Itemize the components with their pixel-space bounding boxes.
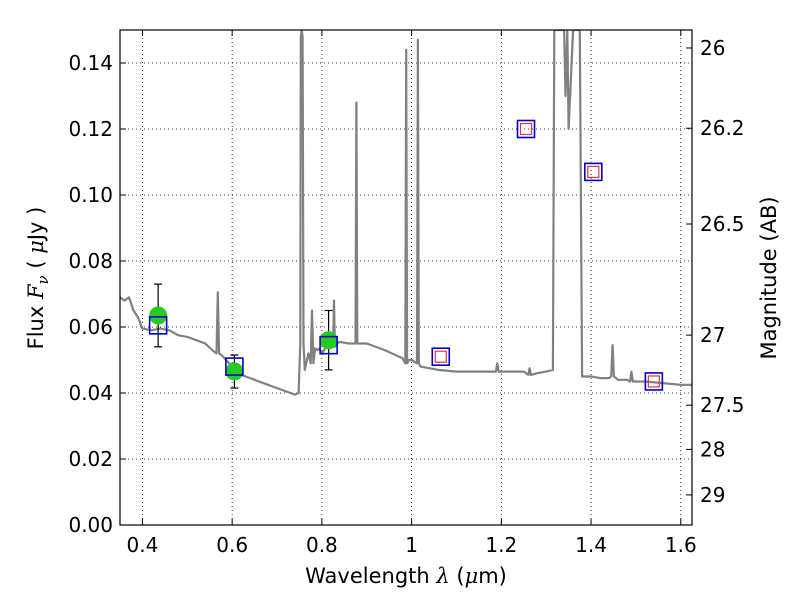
band-flux-inner-square xyxy=(519,122,533,136)
x-tick-label: 0.6 xyxy=(216,533,248,557)
y-tick-label: 0.08 xyxy=(68,249,113,273)
x-axis-title-unit: m) xyxy=(478,564,507,588)
y-tick-label: 0.02 xyxy=(68,447,113,471)
band-flux-square xyxy=(148,316,168,335)
y-tick-label: 0.00 xyxy=(68,513,113,537)
photometry-marker xyxy=(225,362,244,381)
photometry-marker xyxy=(149,306,168,325)
photometry-point xyxy=(225,354,244,389)
y-tick-label: 0.10 xyxy=(68,183,113,207)
x-axis-title-mu: μ xyxy=(465,564,479,588)
x-axis-title: Wavelength λ (μm) xyxy=(305,564,507,588)
y-tick-label: 0.14 xyxy=(68,51,113,75)
y-axis-title-unit: Jy ) xyxy=(24,207,48,243)
x-axis-title-main: Wavelength xyxy=(305,564,436,588)
y-tick-label: 0.12 xyxy=(68,117,113,141)
band-flux-square xyxy=(319,335,338,355)
x-tick-label: 1.6 xyxy=(665,533,697,557)
y2-tick-label: 27.5 xyxy=(700,393,745,417)
y-axis-title: Flux Fν ( μJy ) xyxy=(24,207,52,350)
y2-tick-label: 29 xyxy=(700,483,725,507)
points-layer xyxy=(148,119,664,391)
photometry-marker xyxy=(319,331,338,350)
band-flux-square xyxy=(584,162,603,182)
y-axis-title-subscript: ν xyxy=(34,275,52,284)
axes-layer: 0.4 0.6 0.8 1 1.2 1.4 1.6 0.00 0.02 0.04 0.06 0.08 0… xyxy=(68,30,745,557)
band-flux-inner-square xyxy=(647,375,660,388)
band-flux-square xyxy=(225,357,244,376)
x-tick-label: 0.4 xyxy=(127,533,159,557)
plot-frame xyxy=(119,29,693,526)
x-axis-title-lambda: λ xyxy=(435,564,449,588)
band-flux-square xyxy=(516,119,536,139)
x-tick-label: 0.8 xyxy=(306,533,338,557)
y2-tick-label: 28 xyxy=(700,437,725,461)
band-flux-square xyxy=(431,347,451,367)
x-tick-label: 1.4 xyxy=(575,533,607,557)
spectrum-line xyxy=(120,30,692,396)
y2-axis-title: Magnitude (AB) xyxy=(757,196,781,359)
x-tick-label: 1.2 xyxy=(485,533,517,557)
photometry-point xyxy=(149,283,168,348)
y-axis-title-mu: μ xyxy=(24,240,48,254)
y2-tick-label: 26.2 xyxy=(700,116,745,140)
band-flux-inner-square xyxy=(434,350,447,363)
x-axis-title-unit-open: ( xyxy=(450,564,465,588)
spectrum-layer xyxy=(120,30,692,396)
y-tick-label: 0.04 xyxy=(68,381,113,405)
y-axis-title-main: Flux xyxy=(24,299,48,349)
band-flux-square xyxy=(644,372,664,391)
y-axis-title-unit-open: ( xyxy=(24,254,48,276)
y-tick-label: 0.06 xyxy=(68,315,113,339)
y2-tick-label: 26 xyxy=(700,36,725,60)
band-flux-inner-square xyxy=(587,165,600,178)
x-tick-label: 1 xyxy=(405,533,418,557)
y2-tick-label: 26.5 xyxy=(700,212,745,236)
y-axis-title-symbol: F xyxy=(24,283,48,300)
y2-tick-label: 27 xyxy=(700,323,725,347)
